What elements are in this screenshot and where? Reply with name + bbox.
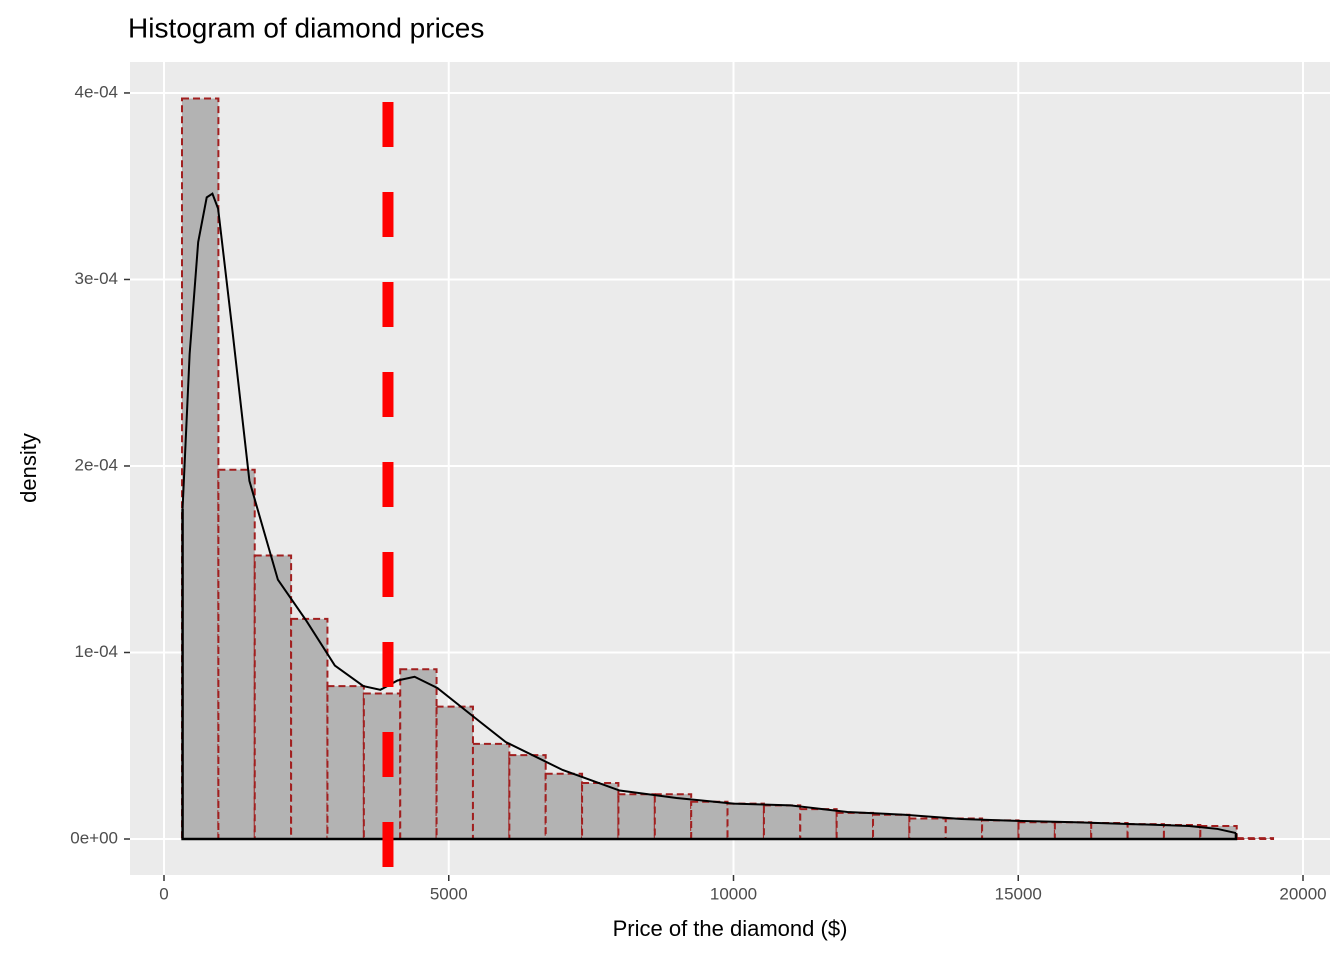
bar — [1053, 821, 1093, 841]
bar — [435, 705, 474, 841]
y-tick-label: 3e-04 — [75, 269, 118, 288]
bar — [253, 554, 293, 841]
bar — [653, 793, 693, 841]
bar — [617, 793, 656, 841]
bar — [1017, 821, 1056, 841]
x-tick-label: 15000 — [995, 884, 1042, 903]
bar — [180, 97, 220, 841]
bar — [326, 685, 365, 841]
bar — [1090, 821, 1129, 841]
x-tick-label: 5000 — [430, 884, 468, 903]
density-outline — [181, 508, 1238, 841]
y-tick-label: 0e+00 — [70, 828, 118, 847]
bar — [581, 782, 620, 841]
x-tick-label: 20000 — [1279, 884, 1326, 903]
bar — [471, 742, 511, 841]
x-tick-label: 10000 — [710, 884, 757, 903]
bar — [799, 808, 838, 841]
y-tick-label: 1e-04 — [75, 642, 118, 661]
bar — [508, 754, 547, 841]
x-axis-title: Price of the diamond ($) — [613, 916, 848, 941]
bar — [217, 468, 256, 841]
bar — [835, 811, 875, 841]
bar — [399, 668, 438, 841]
bar — [1235, 837, 1275, 841]
bar — [762, 804, 802, 841]
x-tick-label: 0 — [159, 884, 168, 903]
y-tick-label: 4e-04 — [75, 82, 118, 101]
bar — [290, 617, 329, 841]
bar — [1126, 823, 1165, 841]
bar — [908, 817, 947, 841]
bar — [362, 692, 402, 841]
density-curve — [181, 192, 1237, 835]
bar — [872, 813, 911, 841]
bar — [944, 817, 984, 841]
y-tick-label: 2e-04 — [75, 455, 118, 474]
bar — [690, 800, 729, 841]
bar — [544, 772, 584, 841]
y-axis-title: density — [16, 433, 41, 503]
chart-title: Histogram of diamond prices — [128, 12, 484, 43]
marks — [180, 97, 1275, 875]
bar — [981, 819, 1020, 841]
bar — [726, 802, 765, 841]
